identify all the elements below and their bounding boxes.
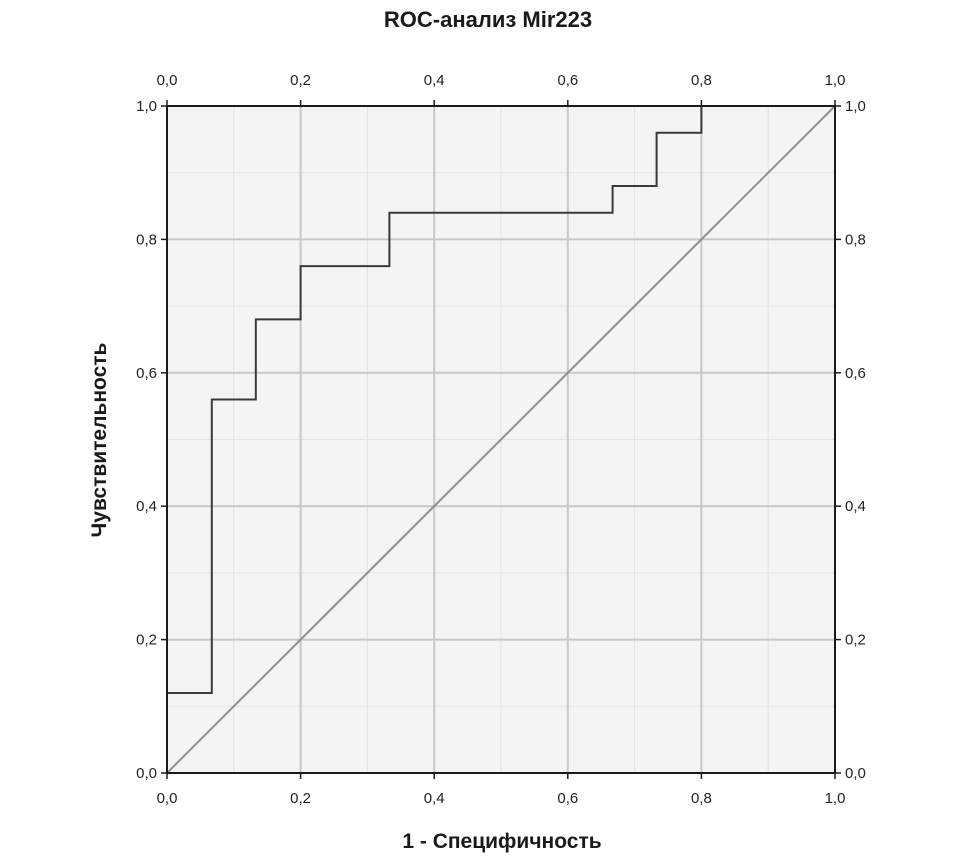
- y-axis-label: Чувствительность: [88, 342, 111, 537]
- major-grid: [167, 106, 835, 773]
- x-tick-label-bottom: 0,8: [691, 790, 712, 807]
- y-tick-label-left: 0,6: [136, 365, 157, 382]
- roc-curve-line: [166, 105, 835, 773]
- series-layer: [166, 105, 836, 774]
- x-axis-label: 1 - Специфичность: [402, 830, 601, 853]
- y-tick-label-right: 0,2: [845, 632, 866, 649]
- tick-layer: 0,00,00,20,20,40,40,60,60,80,81,01,00,0 0…: [136, 72, 866, 807]
- x-tick-label-top: 0,6: [557, 72, 578, 89]
- x-tick-label-bottom: 0,2: [290, 790, 311, 807]
- x-tick-label-bottom: 0,4: [424, 790, 445, 807]
- y-tick-label-left: 0,2: [136, 632, 157, 649]
- plot-frame: [166, 105, 836, 774]
- y-tick-label-left: 0,8: [136, 231, 157, 248]
- x-tick-label-bottom: 0,6: [557, 790, 578, 807]
- y-tick-label-left: 1,0: [136, 98, 157, 115]
- chart-title: ROC-анализ Mir223: [384, 7, 592, 32]
- y-tick-label-left: 0,4: [136, 498, 157, 515]
- x-tick-label-top: 1,0: [825, 72, 846, 89]
- reference-diagonal-line: [166, 105, 836, 774]
- x-tick-label-top: 0,8: [691, 72, 712, 89]
- x-tick-label-bottom: 0,0: [157, 790, 178, 807]
- y-tick-label-right: 0,0: [845, 765, 866, 782]
- x-tick-label-top: 0,4: [424, 72, 445, 89]
- x-tick-label-top: 0,0: [157, 72, 178, 89]
- x-tick-label-top: 0,2: [290, 72, 311, 89]
- y-tick-label-right: 1,0: [845, 98, 866, 115]
- y-tick-label-right: 0,6: [845, 365, 866, 382]
- y-tick-label-right: 0,8: [845, 231, 866, 248]
- y-tick-label-left: 0,0: [136, 765, 157, 782]
- x-tick-label-bottom: 1,0: [825, 790, 846, 807]
- y-tick-label-right: 0,4: [845, 498, 866, 515]
